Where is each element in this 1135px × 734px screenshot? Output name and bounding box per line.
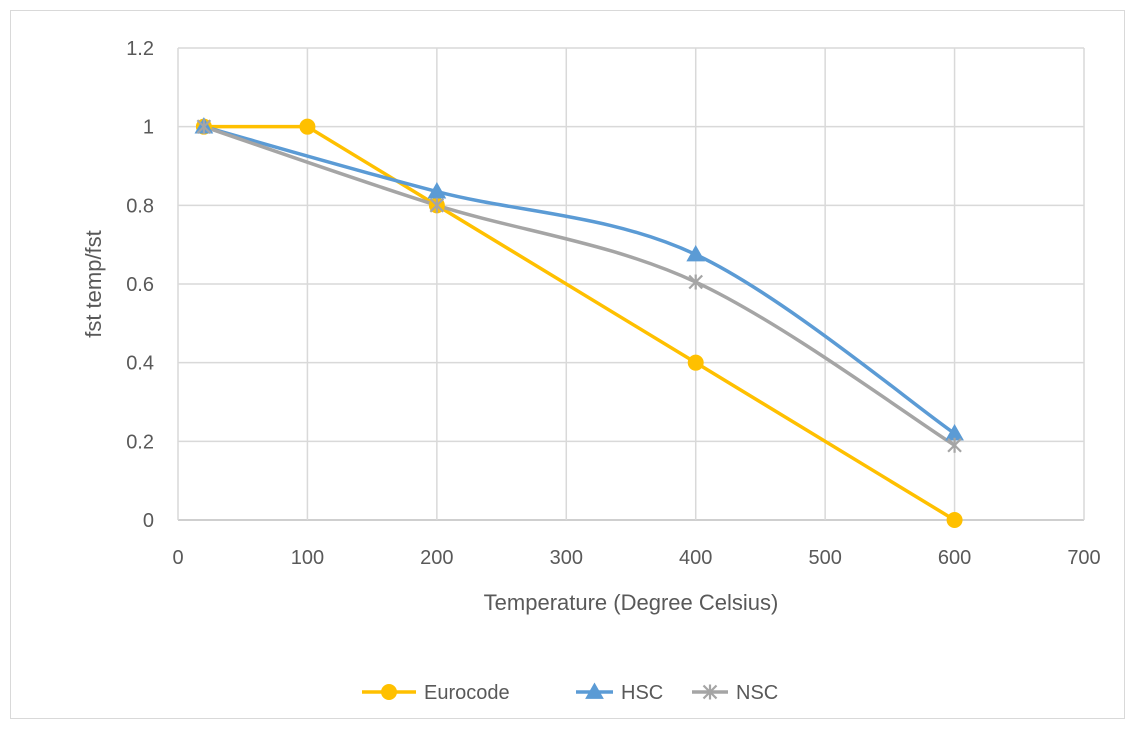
legend-label: NSC	[736, 682, 778, 704]
y-tick-label: 1.2	[126, 38, 154, 60]
x-tick-label: 0	[172, 547, 183, 569]
y-tick-label: 0.4	[126, 353, 154, 375]
x-tick-label: 200	[420, 547, 453, 569]
y-tick-label: 0.8	[126, 195, 154, 217]
data-point-eurocode	[687, 354, 704, 371]
series-line-hsc	[202, 124, 957, 436]
data-point-nsc	[429, 197, 445, 213]
legend-swatch-marker	[585, 682, 604, 699]
series-line-nsc	[202, 124, 957, 448]
legend: Eurocode HSC NSC	[362, 682, 778, 704]
x-tick-label: 500	[808, 547, 841, 569]
x-axis-title: Temperature (Degree Celsius)	[484, 590, 779, 615]
y-axis-title: fst temp/fst	[81, 230, 106, 338]
y-tick-label: 0.2	[126, 431, 154, 453]
legend-label: Eurocode	[424, 682, 510, 704]
legend-item-eurocode: Eurocode	[362, 682, 510, 704]
data-point-eurocode	[946, 512, 963, 528]
x-tick-label: 700	[1067, 547, 1100, 569]
series-markers	[194, 117, 964, 528]
y-tick-label: 0.6	[126, 274, 154, 296]
legend-swatch-marker	[702, 684, 718, 700]
data-point-eurocode	[299, 118, 316, 135]
legend-swatch-marker	[381, 684, 397, 700]
data-point-nsc	[688, 274, 703, 290]
legend-item-hsc: HSC	[576, 682, 663, 704]
y-tick-label: 1	[143, 117, 154, 139]
x-tick-label: 600	[938, 547, 971, 569]
data-point-nsc	[947, 437, 962, 453]
legend-item-nsc: NSC	[692, 682, 778, 704]
data-point-nsc	[196, 119, 212, 135]
tick-labels: 0 0.2 0.4 0.6 0.8 1 1.2 0 100 200 300 400 500 600 700	[126, 38, 1101, 569]
data-point-hsc	[686, 244, 706, 262]
y-tick-label: 0	[143, 510, 154, 532]
legend-label: HSC	[621, 682, 663, 704]
x-tick-label: 300	[550, 547, 583, 569]
x-tick-label: 100	[291, 547, 324, 569]
x-tick-label: 400	[679, 547, 712, 569]
